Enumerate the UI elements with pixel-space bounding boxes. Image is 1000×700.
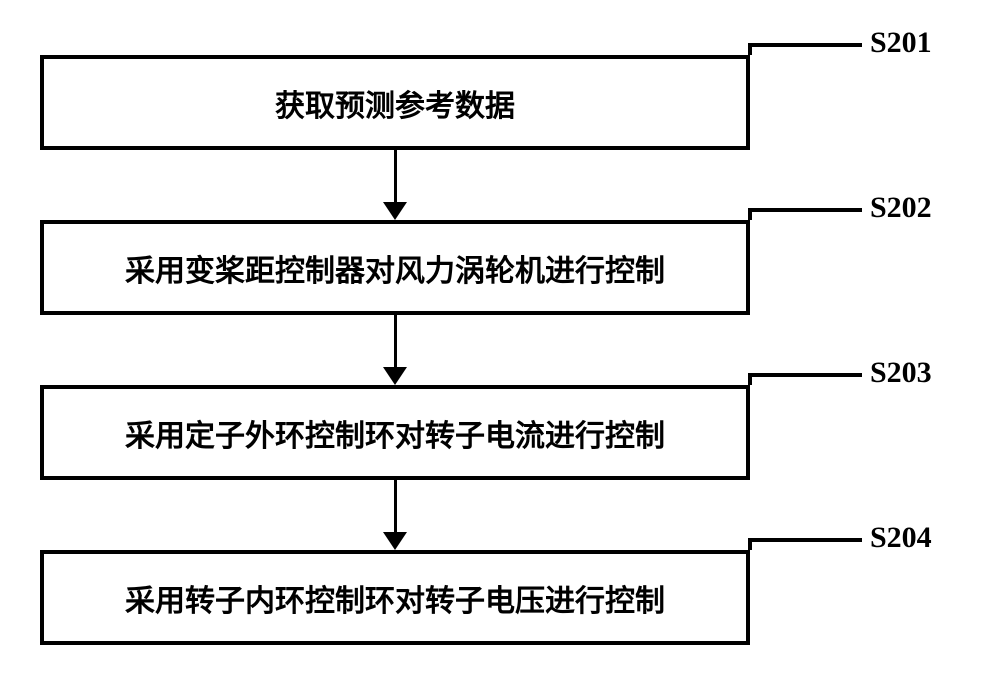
leader-line bbox=[748, 208, 862, 212]
step-box-s201: 获取预测参考数据 bbox=[40, 55, 750, 150]
step-text: 采用转子内环控制环对转子电压进行控制 bbox=[125, 576, 665, 620]
arrow-shaft bbox=[394, 480, 397, 532]
leader-line bbox=[748, 373, 862, 377]
step-text: 采用变桨距控制器对风力涡轮机进行控制 bbox=[125, 246, 665, 290]
arrow-shaft bbox=[394, 150, 397, 202]
step-box-s202: 采用变桨距控制器对风力涡轮机进行控制 bbox=[40, 220, 750, 315]
step-label-s201: S201 bbox=[870, 26, 932, 60]
step-label-s204: S204 bbox=[870, 521, 932, 555]
leader-line bbox=[748, 43, 862, 47]
step-text: 获取预测参考数据 bbox=[275, 81, 515, 125]
flowchart-canvas: 获取预测参考数据 S201 采用变桨距控制器对风力涡轮机进行控制 S202 采用定子外环… bbox=[0, 0, 1000, 700]
leader-line bbox=[748, 538, 862, 542]
arrow-head-icon bbox=[383, 532, 407, 550]
step-label-s202: S202 bbox=[870, 191, 932, 225]
step-box-s204: 采用转子内环控制环对转子电压进行控制 bbox=[40, 550, 750, 645]
step-label-s203: S203 bbox=[870, 356, 932, 390]
step-text: 采用定子外环控制环对转子电流进行控制 bbox=[125, 411, 665, 455]
step-box-s203: 采用定子外环控制环对转子电流进行控制 bbox=[40, 385, 750, 480]
arrow-head-icon bbox=[383, 202, 407, 220]
arrow-head-icon bbox=[383, 367, 407, 385]
arrow-shaft bbox=[394, 315, 397, 367]
